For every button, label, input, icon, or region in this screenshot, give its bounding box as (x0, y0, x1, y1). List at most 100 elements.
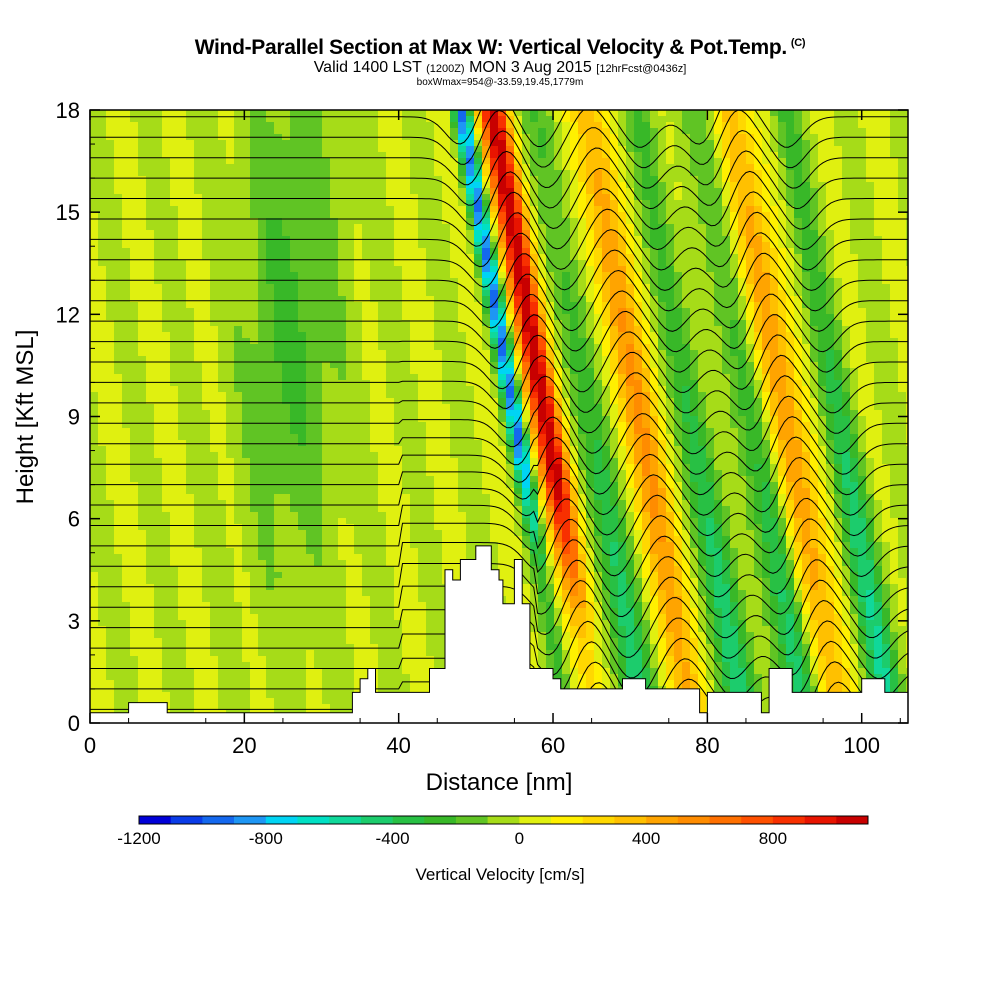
field-cell (610, 122, 619, 129)
field-cell (506, 122, 515, 129)
field-cell (794, 224, 803, 231)
field-cell (306, 110, 315, 117)
field-cell (274, 158, 283, 165)
field-cell (730, 266, 739, 273)
field-cell (498, 374, 507, 381)
field-cell (706, 116, 715, 123)
field-cell (226, 164, 235, 171)
field-cell (106, 206, 115, 213)
field-cell (410, 218, 419, 225)
field-cell (450, 344, 459, 351)
field-cell (762, 158, 771, 165)
field-cell (162, 356, 171, 363)
field-cell (458, 296, 467, 303)
field-cell (634, 284, 643, 291)
field-cell (322, 332, 331, 339)
field-cell (434, 398, 443, 405)
field-cell (834, 194, 843, 201)
field-cell (666, 158, 675, 165)
field-cell (354, 110, 363, 117)
field-cell (146, 224, 155, 231)
field-cell (730, 248, 739, 255)
field-cell (690, 374, 699, 381)
field-cell (186, 170, 195, 177)
field-cell (554, 302, 563, 309)
field-cell (890, 146, 899, 153)
field-cell (266, 146, 275, 153)
field-cell (346, 170, 355, 177)
field-cell (514, 170, 523, 177)
field-cell (146, 116, 155, 123)
field-cell (554, 212, 563, 219)
field-cell (362, 200, 371, 207)
field-cell (586, 266, 595, 273)
field-cell (554, 368, 563, 375)
field-cell (306, 116, 315, 123)
field-cell (506, 224, 515, 231)
field-cell (210, 302, 219, 309)
field-cell (322, 170, 331, 177)
field-cell (138, 362, 147, 369)
field-cell (778, 308, 787, 315)
field-cell (178, 290, 187, 297)
field-cell (626, 356, 635, 363)
field-cell (578, 362, 587, 369)
field-cell (154, 374, 163, 381)
field-cell (850, 164, 859, 171)
field-cell (362, 296, 371, 303)
field-cell (834, 272, 843, 279)
field-cell (762, 296, 771, 303)
field-cell (218, 284, 227, 291)
field-cell (842, 248, 851, 255)
field-cell (834, 356, 843, 363)
field-cell (186, 266, 195, 273)
field-cell (730, 362, 739, 369)
field-cell (810, 236, 819, 243)
field-cell (858, 278, 867, 285)
field-cell (234, 368, 243, 375)
field-cell (514, 134, 523, 141)
field-cell (138, 122, 147, 129)
field-cell (658, 236, 667, 243)
field-cell (658, 128, 667, 135)
field-cell (154, 350, 163, 357)
field-cell (362, 194, 371, 201)
field-cell (362, 332, 371, 339)
field-cell (226, 212, 235, 219)
field-cell (802, 332, 811, 339)
field-cell (266, 326, 275, 333)
field-cell (338, 152, 347, 159)
field-cell (842, 254, 851, 261)
field-cell (698, 188, 707, 195)
field-cell (226, 176, 235, 183)
field-cell (498, 290, 507, 297)
field-cell (282, 296, 291, 303)
field-cell (754, 224, 763, 231)
field-cell (650, 308, 659, 315)
field-cell (90, 128, 99, 135)
field-cell (530, 278, 539, 285)
field-cell (338, 392, 347, 399)
field-cell (674, 332, 683, 339)
field-cell (706, 164, 715, 171)
field-cell (578, 248, 587, 255)
field-cell (690, 320, 699, 327)
field-cell (778, 236, 787, 243)
field-cell (730, 278, 739, 285)
field-cell (530, 338, 539, 345)
field-cell (610, 308, 619, 315)
field-cell (178, 170, 187, 177)
field-cell (546, 218, 555, 225)
field-cell (522, 374, 531, 381)
field-cell (386, 392, 395, 399)
field-cell (402, 320, 411, 327)
field-cell (746, 248, 755, 255)
field-cell (146, 386, 155, 393)
field-cell (890, 224, 899, 231)
field-cell (874, 296, 883, 303)
field-cell (514, 284, 523, 291)
field-cell (570, 206, 579, 213)
field-cell (690, 272, 699, 279)
field-cell (146, 368, 155, 375)
field-cell (258, 206, 267, 213)
